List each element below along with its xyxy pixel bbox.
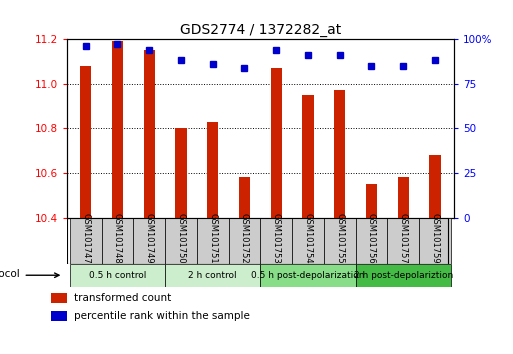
Title: GDS2774 / 1372282_at: GDS2774 / 1372282_at [180,23,341,36]
Text: transformed count: transformed count [74,293,172,303]
Bar [356,218,387,264]
Bar [419,218,451,264]
Text: protocol: protocol [0,269,20,279]
Bar [51,293,67,303]
Bar [239,177,250,218]
Bar [271,68,282,218]
Text: GSM101747: GSM101747 [81,213,90,264]
Text: GSM101749: GSM101749 [145,213,154,264]
Text: percentile rank within the sample: percentile rank within the sample [74,311,250,321]
Bar [334,90,345,218]
Text: GSM101759: GSM101759 [430,213,440,264]
Text: GSM101750: GSM101750 [176,213,186,264]
Bar [70,264,165,287]
Text: GSM101754: GSM101754 [304,213,312,264]
Bar [175,128,187,218]
Bar [356,264,451,287]
Bar [207,122,219,218]
Text: 2 h post-depolariztion: 2 h post-depolariztion [353,271,453,280]
Bar [261,218,292,264]
Text: 0.5 h control: 0.5 h control [89,271,146,280]
Text: GSM101751: GSM101751 [208,213,217,264]
Text: GSM101756: GSM101756 [367,213,376,264]
Bar [133,218,165,264]
Bar [324,218,356,264]
Bar [292,218,324,264]
Bar [80,66,91,218]
Bar [429,155,441,218]
Bar [102,218,133,264]
Bar [70,218,102,264]
Text: GSM101753: GSM101753 [272,213,281,264]
Bar [261,264,356,287]
Bar [302,95,313,218]
Text: 2 h control: 2 h control [188,271,237,280]
Bar [398,177,409,218]
Text: GSM101752: GSM101752 [240,213,249,264]
Bar [165,264,261,287]
Text: 0.5 h post-depolarization: 0.5 h post-depolarization [251,271,365,280]
Bar [366,184,377,218]
Text: GSM101757: GSM101757 [399,213,408,264]
Bar [112,41,123,218]
Bar [144,50,155,218]
Text: GSM101748: GSM101748 [113,213,122,264]
Bar [197,218,229,264]
Bar [165,218,197,264]
Text: GSM101755: GSM101755 [335,213,344,264]
Bar [387,218,419,264]
Bar [51,311,67,321]
Bar [229,218,261,264]
